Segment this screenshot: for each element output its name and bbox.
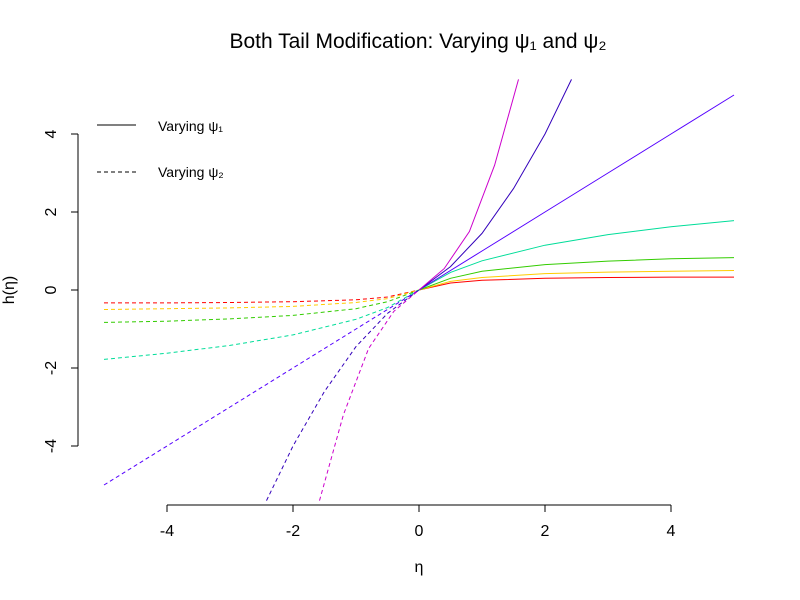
series-line-left-7	[104, 289, 420, 304]
series-line-right-0	[418, 276, 734, 291]
x-tick-label: 0	[415, 523, 424, 540]
series-line-left-12	[266, 289, 420, 501]
y-tick-label: 4	[43, 129, 60, 138]
series-line-right-4	[418, 94, 735, 291]
chart-title: Both Tail Modification: Varying ψ₁ and ψ…	[229, 30, 606, 53]
series-layer	[103, 79, 735, 501]
x-tick-label: -4	[160, 523, 174, 540]
y-tick-label: 2	[43, 207, 60, 216]
x-axis-label: η	[415, 559, 424, 576]
series-line-left-8	[103, 289, 420, 310]
y-ticks: -4 -2 0 2 4	[43, 129, 78, 453]
legend-label-psi2: Varying ψ₂	[158, 164, 224, 180]
series-line-right-3	[418, 220, 735, 291]
x-tick-label: -2	[286, 523, 300, 540]
y-tick-label: -2	[43, 361, 60, 375]
x-ticks: -4 -2 0 2 4	[160, 505, 676, 540]
y-tick-label: 0	[43, 285, 60, 294]
series-line-left-13	[319, 289, 420, 501]
series-line-left-9	[103, 289, 420, 323]
y-tick-label: -4	[43, 439, 60, 453]
series-line-right-2	[418, 257, 735, 291]
x-tick-label: 2	[541, 523, 550, 540]
series-line-right-5	[418, 79, 572, 291]
legend-label-psi1: Varying ψ₁	[158, 118, 223, 134]
series-line-right-1	[418, 270, 735, 291]
plot-area	[103, 79, 735, 501]
series-line-right-6	[418, 79, 519, 291]
series-line-left-11	[103, 289, 420, 486]
x-tick-label: 4	[667, 523, 676, 540]
series-line-left-10	[103, 289, 420, 360]
y-axis-label: h(η)	[1, 276, 18, 304]
legend: Varying ψ₁ Varying ψ₂	[97, 118, 224, 180]
